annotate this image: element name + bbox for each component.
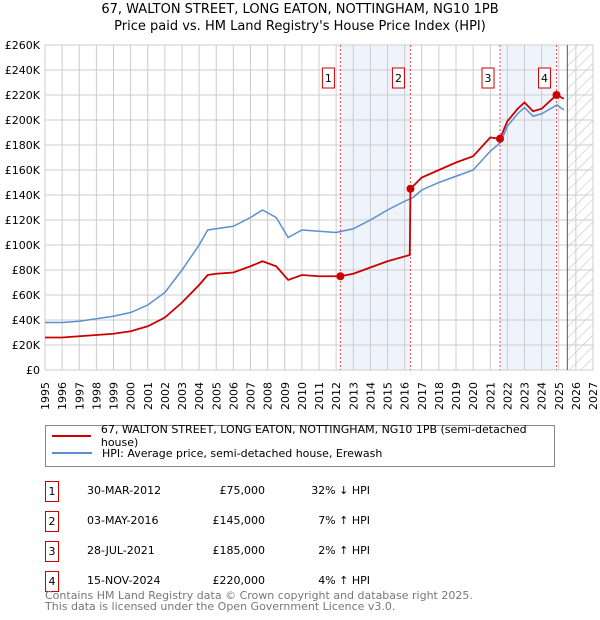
y-tick-label: £80K — [12, 264, 41, 277]
sale-marker-label: 1 — [325, 72, 332, 85]
y-tick-label: £0 — [26, 364, 40, 377]
legend-property: 67, WALTON STREET, LONG EATON, NOTTINGHA… — [100, 423, 527, 449]
sale-number: 2 — [45, 511, 59, 532]
x-tick-label: 2025 — [553, 382, 566, 410]
sale-marker-box — [391, 67, 405, 89]
chart-title: 67, WALTON STREET, LONG EATON, NOTTINGHA… — [101, 2, 499, 17]
footer-line-licence: This data is licensed under the Open Gov… — [45, 600, 396, 613]
sale-point — [496, 134, 505, 143]
x-tick-label: 2026 — [570, 382, 583, 410]
x-tick-label: 2000 — [125, 382, 138, 410]
x-tick-label: 1999 — [108, 382, 121, 410]
x-tick-label: 2003 — [176, 382, 189, 410]
sale-date: 28-JUL-2021 — [87, 544, 155, 557]
y-tick-label: £60K — [12, 289, 41, 302]
sale-marker-label: 4 — [541, 72, 548, 85]
x-tick-label: 2024 — [536, 382, 549, 410]
x-tick-label: 2007 — [245, 382, 258, 410]
y-tick-label: £20K — [12, 339, 41, 352]
x-tick-label: 2015 — [382, 382, 395, 410]
legend-hpi: HPI: Average price, semi-detached house,… — [102, 446, 383, 460]
sale-price: £185,000 — [212, 544, 266, 557]
x-tick-label: 2020 — [467, 382, 480, 410]
sale-price: £75,000 — [219, 484, 266, 497]
y-tick-label: £200K — [5, 114, 41, 127]
shaded-range — [340, 45, 411, 370]
sale-marker-box — [481, 67, 495, 89]
sale-date: 30-MAR-2012 — [87, 484, 162, 497]
footer-line-copyright: Contains HM Land Registry data © Crown c… — [45, 589, 473, 602]
x-tick-label: 2017 — [416, 382, 429, 410]
red-line-swatch — [52, 435, 91, 437]
x-tick-label: 2018 — [433, 382, 446, 410]
forecast-hatch — [567, 45, 593, 370]
sale-price: £220,000 — [212, 574, 266, 587]
x-tick-label: 2022 — [501, 382, 514, 410]
x-tick-label: 2004 — [193, 382, 206, 410]
x-tick-label: 1997 — [73, 382, 86, 410]
y-tick-label: £180K — [5, 139, 41, 152]
y-tick-label: £120K — [5, 214, 41, 227]
x-tick-label: 2010 — [296, 382, 309, 410]
sale-hpi-diff: 2% ↑ HPI — [318, 544, 370, 557]
x-tick-label: 2001 — [142, 382, 155, 410]
sale-hpi-diff: 4% ↑ HPI — [318, 574, 370, 587]
x-tick-label: 2019 — [450, 382, 463, 410]
x-tick-label: 2011 — [313, 382, 326, 410]
chart-subtitle: Price paid vs. HM Land Registry's House … — [114, 19, 486, 34]
x-tick-label: 2006 — [227, 382, 240, 410]
price-chart: 1995 1996 1997 1998 1999 2000 2001 2002 2003 2004… — [5, 39, 600, 410]
blue-line-swatch — [52, 452, 92, 454]
x-tick-label: 2021 — [484, 382, 497, 410]
x-tick-label: 2005 — [210, 382, 223, 410]
x-tick-label: 2016 — [399, 382, 412, 410]
x-tick-label: 2027 — [587, 382, 600, 410]
y-tick-label: £240K — [5, 64, 41, 77]
x-tick-label: 1998 — [90, 382, 103, 410]
x-tick-label: 1996 — [56, 382, 69, 410]
x-tick-label: 1995 — [39, 382, 52, 410]
sale-point — [336, 272, 345, 281]
shaded-range — [500, 45, 557, 370]
sale-marker-box — [538, 67, 552, 89]
hpi-line — [45, 104, 565, 324]
x-tick-label: 2008 — [262, 382, 275, 410]
x-tick-label: 2013 — [347, 382, 360, 410]
footer: Contains HM Land Registry data © Crown c… — [45, 590, 473, 612]
y-tick-label: £220K — [5, 89, 41, 102]
sale-point — [406, 184, 415, 193]
sale-hpi-diff: 7% ↑ HPI — [318, 514, 370, 527]
x-tick-label: 2002 — [159, 382, 172, 410]
chart-legend: 67, WALTON STREET, LONG EATON, NOTTINGHA… — [45, 423, 555, 467]
y-tick-label: £160K — [5, 164, 41, 177]
sale-marker-label: 2 — [395, 72, 402, 85]
x-tick-label: 2009 — [279, 382, 292, 410]
x-tick-label: 2014 — [364, 382, 377, 410]
y-tick-label: £140K — [5, 189, 41, 202]
sale-marker-label: 3 — [485, 72, 492, 85]
sale-date: 03-MAY-2016 — [87, 514, 159, 527]
sale-point — [552, 91, 561, 99]
y-tick-label: £40K — [12, 314, 41, 327]
sale-price: £145,000 — [212, 514, 266, 527]
sale-marker-box — [321, 67, 335, 89]
x-tick-label: 2012 — [330, 382, 343, 410]
sale-number: 1 — [45, 481, 59, 502]
y-tick-label: £100K — [5, 239, 41, 252]
y-tick-label: £260K — [5, 39, 41, 52]
x-tick-label: 2023 — [519, 382, 532, 410]
sale-hpi-diff: 32% ↓ HPI — [311, 484, 370, 497]
sale-number: 3 — [45, 541, 59, 562]
sale-date: 15-NOV-2024 — [87, 574, 161, 587]
price-paid-line — [45, 93, 565, 339]
sale-number: 4 — [45, 571, 59, 592]
